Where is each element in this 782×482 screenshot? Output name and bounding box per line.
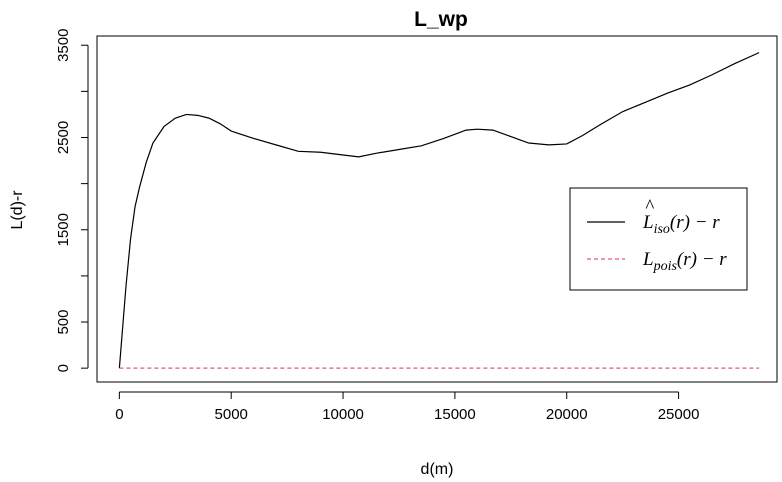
legend: Liso(r) − r^ Lpois(r) − r: [569, 187, 748, 291]
legend-label-pois: Lpois(r) − r: [642, 249, 727, 274]
series-line-iso: [118, 52, 760, 369]
y-tick-label: 0: [55, 364, 72, 372]
series-layer: [118, 52, 760, 369]
chart-title: L_wp: [414, 8, 468, 31]
y-tick-label: 3500: [55, 29, 72, 62]
legend-box: [569, 187, 748, 291]
x-tick-label: 25000: [658, 406, 700, 423]
x-tick-label: 15000: [434, 406, 476, 423]
y-tick-label: 1500: [55, 213, 72, 246]
y-axis: 0 500 1500 2500 3500: [55, 29, 89, 372]
plot-frame: [96, 35, 778, 383]
x-tick-label: 5000: [215, 406, 248, 423]
y-tick-label: 2500: [55, 121, 72, 154]
y-axis-label: L(d)-r: [9, 190, 26, 230]
x-axis-label: d(m): [421, 461, 454, 478]
x-tick-label: 10000: [322, 406, 364, 423]
x-axis: 0 5000 10000 15000 20000 25000: [115, 391, 700, 423]
legend-label-iso: Liso(r) − r: [642, 212, 720, 237]
y-tick-label: 500: [55, 310, 72, 335]
legend-hat-mark: ^: [645, 196, 655, 217]
x-tick-label: 20000: [546, 406, 588, 423]
x-tick-label: 0: [115, 406, 123, 423]
